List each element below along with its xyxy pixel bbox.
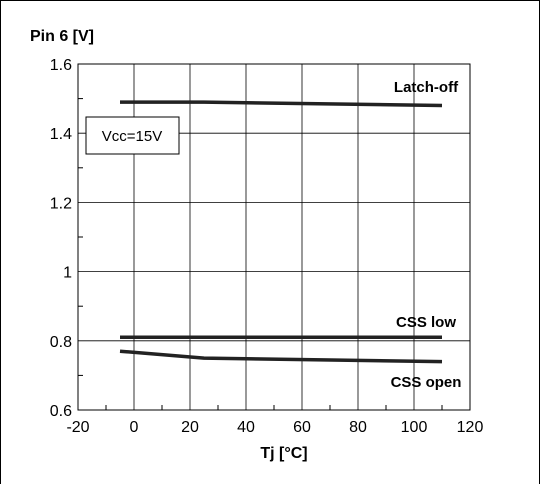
x-axis-title: Tj [°C] — [260, 445, 307, 462]
x-tick-label: 100 — [401, 419, 428, 436]
y-axis-title: Pin 6 [V] — [30, 28, 94, 45]
x-tick-label: -20 — [66, 419, 89, 436]
x-tick-label: 20 — [181, 419, 199, 436]
annotation-rect — [85, 116, 180, 155]
minor-ticks — [78, 98, 443, 410]
y-tick-label: 1.2 — [50, 195, 72, 212]
series-line-css-open — [119, 349, 443, 364]
series-label-css-open: CSS open — [391, 374, 462, 391]
y-tick-label: 1 — [63, 265, 72, 282]
series-label-css-low: CSS low — [396, 314, 456, 331]
y-tick-label: 1.4 — [50, 126, 72, 143]
series-label-latch-off: Latch-off — [394, 79, 459, 96]
series-line-latch-off — [120, 100, 443, 108]
y-tick-labels: 0.6 0.8 1 1.2 1.4 1.6 — [50, 57, 72, 420]
y-tick-label: 1.6 — [50, 57, 72, 74]
grid — [77, 63, 471, 411]
y-tick-label: 0.8 — [50, 334, 72, 351]
x-tick-label: 80 — [349, 419, 367, 436]
series-lines — [119, 100, 443, 364]
x-tick-label: 40 — [237, 419, 255, 436]
y-tick-label: 0.6 — [50, 403, 72, 420]
x-tick-labels: -20 0 20 40 60 80 100 120 — [66, 419, 483, 436]
plot-border — [77, 63, 471, 411]
x-tick-label: 60 — [293, 419, 311, 436]
annotation-text: Vcc=15V — [102, 128, 162, 145]
annotation-box: Vcc=15V — [85, 116, 180, 155]
x-tick-label: 120 — [457, 419, 484, 436]
x-tick-label: 0 — [130, 419, 139, 436]
